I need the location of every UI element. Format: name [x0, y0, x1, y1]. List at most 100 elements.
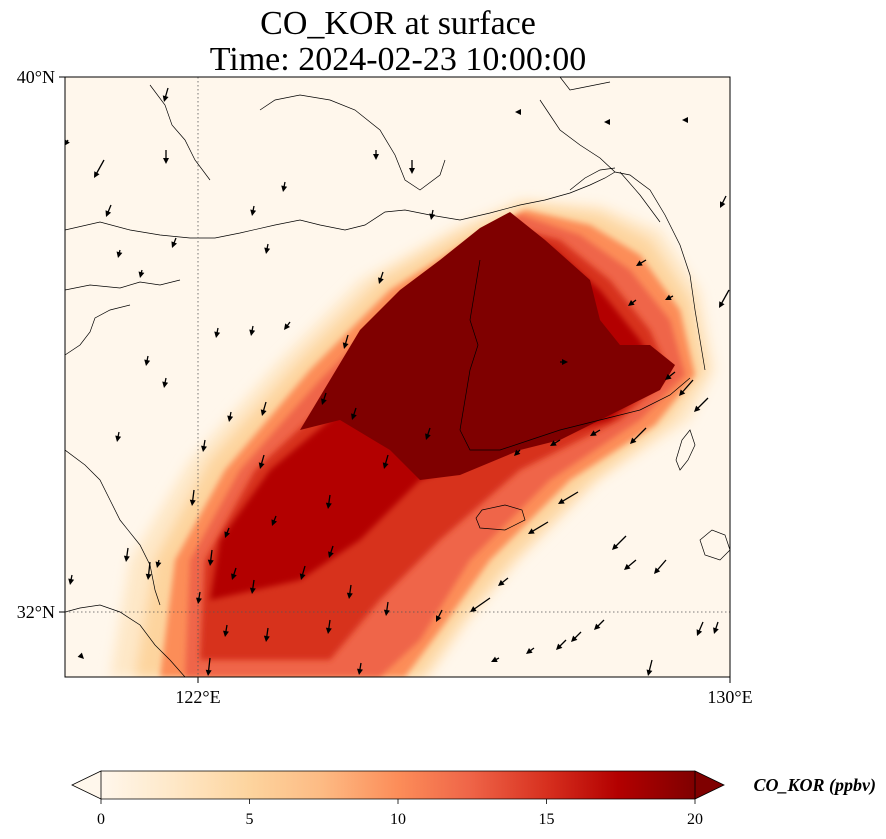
wind-arrow-head: [77, 652, 84, 659]
wind-arrow-head: [325, 502, 332, 509]
coastlines: [65, 77, 730, 677]
wind-arrow: [472, 597, 491, 611]
wind-arrow-head: [373, 154, 379, 160]
wind-arrow-head: [590, 430, 597, 436]
wind-arrow-head: [299, 573, 306, 580]
wind-arrow-head: [201, 445, 207, 452]
wind-arrow-head: [271, 519, 278, 526]
wind-arrow-head: [556, 643, 563, 650]
wind-arrow-head: [679, 389, 686, 396]
wind-arrow-head: [231, 573, 237, 580]
lon-tick-130: 130°E: [707, 687, 752, 707]
wind-arrow-head: [249, 329, 256, 336]
wind-arrow-head: [171, 241, 178, 248]
colorbar-tick-10: 10: [390, 811, 406, 828]
wind-arrow-head: [249, 587, 256, 594]
wind-arrow-head: [654, 567, 661, 574]
wind-arrow-head: [528, 528, 535, 534]
wind-arrow-head: [342, 342, 349, 349]
wind-arrow-head: [258, 462, 265, 469]
wind-arrow-head: [429, 213, 436, 220]
wind-arrow-head: [115, 435, 122, 442]
wind-arrow-head: [498, 579, 505, 586]
wind-arrow-head: [558, 498, 565, 504]
map-title-line1: CO_KOR at surface: [260, 5, 536, 42]
lat-tick-32: 32°N: [17, 602, 55, 622]
wind-arrow-head: [436, 615, 442, 622]
gridlines: [65, 77, 730, 677]
lon-tick-122: 122°E: [175, 687, 220, 707]
wind-arrow-head: [250, 209, 257, 216]
wind-arrow-head: [138, 271, 145, 278]
wind-arrow: [680, 379, 694, 395]
wind-arrow-head: [94, 171, 100, 178]
wind-arrow-head: [491, 656, 498, 662]
wind-arrow-head: [224, 531, 231, 538]
wind-arrow-head: [409, 168, 415, 174]
wind-arrow-head: [227, 415, 234, 422]
axis-ticks: [59, 76, 731, 683]
lat-tick-40: 40°N: [17, 67, 55, 87]
wind-arrow-head: [162, 381, 169, 388]
wind-arrow-head: [346, 592, 353, 599]
wind-vectors: [65, 87, 730, 676]
wind-arrow-head: [260, 409, 267, 416]
wind-arrow-head: [284, 323, 290, 330]
colorbar-tick-5: 5: [246, 811, 254, 828]
wind-arrow-head: [68, 578, 75, 585]
wind-arrow-head: [719, 301, 725, 308]
wind-arrow-head: [665, 373, 672, 380]
wind-arrow-head: [515, 109, 521, 115]
wind-arrow-head: [604, 119, 610, 125]
colorbar: 0 5 10 15 20 CO_KOR (ppbv): [71, 770, 877, 828]
wind-arrow-head: [281, 185, 288, 192]
wind-arrow-head: [144, 359, 151, 366]
colorbar-tick-15: 15: [539, 811, 555, 828]
wind-arrow-head: [263, 635, 270, 642]
wind-arrow: [631, 427, 647, 443]
wind-arrow-head: [223, 630, 229, 637]
wind-arrow-head: [162, 95, 169, 102]
wind-arrow-head: [628, 300, 635, 306]
colorbar-tick-0: 0: [97, 811, 105, 828]
wind-arrow-head: [207, 559, 214, 566]
wind-arrow-head: [636, 260, 643, 266]
wind-arrow-head: [550, 440, 557, 446]
wind-arrow-head: [163, 158, 169, 164]
wind-arrow: [560, 491, 579, 504]
wind-arrow-head: [357, 668, 363, 675]
wind-arrow-head: [630, 437, 637, 444]
wind-arrow-head: [594, 623, 601, 630]
colorbar-label: CO_KOR (ppbv): [754, 775, 877, 796]
wind-arrow-head: [123, 555, 130, 562]
colorbar-tick-20: 20: [687, 811, 703, 828]
wind-arrow-head: [145, 573, 152, 580]
map-frame: [64, 76, 731, 678]
wind-arrow-head: [383, 609, 390, 616]
wind-arrow-head: [105, 210, 112, 217]
wind-arrow-head: [378, 277, 384, 284]
wind-arrow-head: [514, 449, 521, 456]
wind-arrow-head: [562, 359, 568, 365]
wind-arrow-head: [571, 635, 578, 642]
wind-arrow-head: [382, 462, 389, 469]
wind-arrow-head: [155, 561, 162, 568]
wind-arrow-head: [264, 247, 271, 254]
wind-arrow-head: [425, 433, 431, 440]
wind-arrow-head: [351, 413, 357, 420]
wind-arrow: [530, 521, 549, 534]
wind-arrow-head: [116, 251, 123, 258]
wind-arrow-head: [65, 139, 70, 146]
map-title-line2: Time: 2024-02-23 10:00:00: [209, 41, 587, 78]
wind-arrow-head: [624, 563, 631, 570]
wind-arrow-head: [720, 201, 726, 208]
wind-arrow-head: [189, 499, 196, 506]
wind-arrow-head: [682, 117, 688, 123]
wind-arrow-head: [646, 669, 653, 676]
wind-arrow-head: [328, 551, 334, 558]
concentration-field: [65, 77, 730, 677]
wind-arrow-head: [696, 629, 703, 636]
wind-arrow-head: [196, 597, 202, 604]
wind-arrow-head: [665, 294, 672, 300]
